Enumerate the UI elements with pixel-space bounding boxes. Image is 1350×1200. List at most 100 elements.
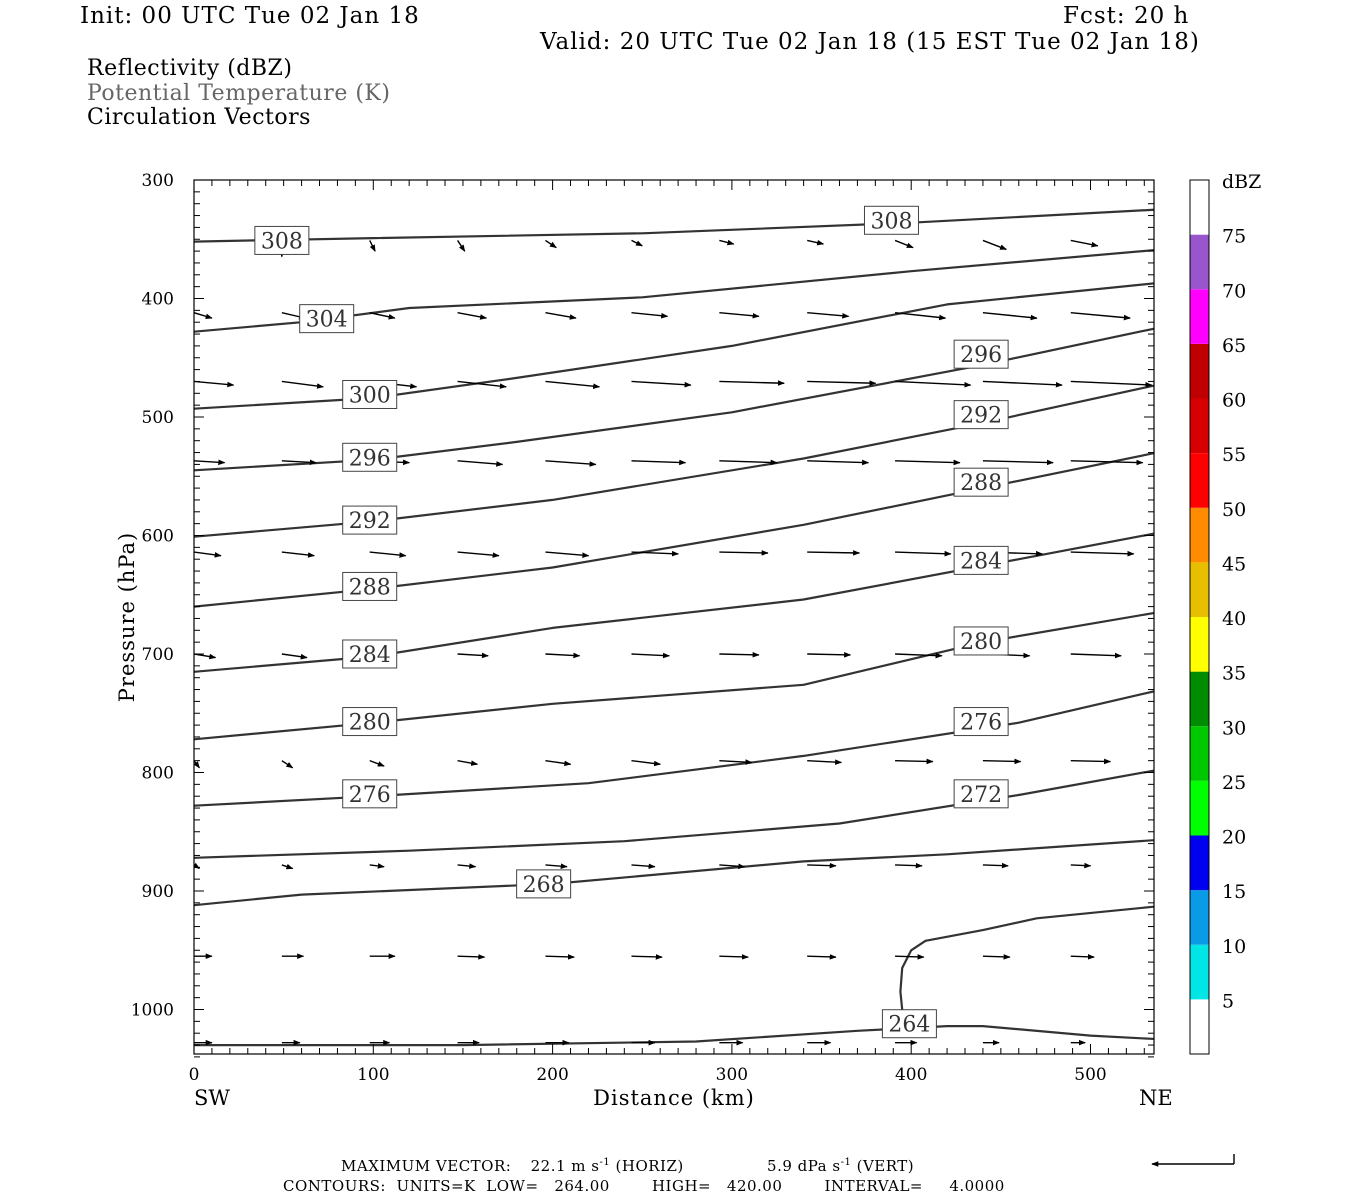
theta-label: 308 <box>261 229 303 254</box>
colorbar-band <box>1190 234 1209 290</box>
x-left-label: SW <box>194 1086 230 1110</box>
wind-vector <box>895 758 934 765</box>
x-tick-label: 0 <box>189 1065 200 1085</box>
y-tick-label: 1000 <box>131 1001 174 1021</box>
wind-vector <box>1070 862 1092 869</box>
wind-vector <box>895 380 972 388</box>
theta-label: 292 <box>349 509 391 534</box>
theta-label-box <box>342 571 398 601</box>
wind-vector <box>194 312 213 319</box>
horiz-exp: -1 <box>599 1157 611 1168</box>
colorbar: 5 10 15 20 25 30 35 40 45 50 55 60 65 70 75 dBZ <box>1189 171 1261 1055</box>
wind-vector <box>194 653 217 660</box>
theta-contours <box>194 208 1154 1047</box>
theta-contour-2 <box>194 282 1154 410</box>
theta-label: 308 <box>870 209 912 234</box>
wind-vector <box>369 759 385 767</box>
colorbar-label: 35 <box>1222 663 1246 685</box>
wind-vector <box>281 760 294 769</box>
colorbar-label: 40 <box>1222 608 1246 630</box>
wind-vector <box>895 652 943 659</box>
wind-vector <box>1070 239 1099 248</box>
theta-label: 264 <box>888 1013 930 1038</box>
wind-vector <box>545 551 590 558</box>
wind-vector <box>807 550 861 556</box>
theta-label: 276 <box>349 783 391 808</box>
forecast-hour: Fcst: 20 h <box>1063 3 1190 29</box>
wind-vector <box>1070 550 1135 557</box>
wind-vector <box>631 550 679 557</box>
wind-vector <box>545 954 575 960</box>
wind-vector <box>719 651 760 658</box>
wind-vector <box>982 239 1007 251</box>
wind-vector <box>807 759 843 765</box>
theta-label-box <box>254 225 310 255</box>
wind-vector <box>369 240 376 252</box>
wind-vector <box>982 862 1009 869</box>
theta-label-box <box>342 707 398 737</box>
wind-vector <box>545 652 581 659</box>
wind-vector <box>807 862 837 869</box>
y-tick-label: 600 <box>142 527 174 547</box>
theta-contour-1 <box>194 249 1154 333</box>
theta-label: 296 <box>960 343 1002 368</box>
theta-label-box <box>342 639 398 669</box>
colorbar-label: 15 <box>1222 881 1246 903</box>
horiz-value: 22.1 m s <box>530 1157 600 1175</box>
theta-label: 284 <box>960 549 1002 574</box>
x-tick-label: 400 <box>895 1065 927 1085</box>
wind-vector <box>1070 652 1122 659</box>
theta-contour-10 <box>194 839 1154 907</box>
wind-vector <box>807 954 837 960</box>
wind-vector <box>369 863 385 869</box>
wind-vector <box>545 460 597 467</box>
x-tick-label: 100 <box>357 1065 389 1085</box>
wind-vector <box>369 551 407 558</box>
wind-vector <box>631 652 670 659</box>
colorbar-label: 10 <box>1222 936 1246 958</box>
wind-vector <box>719 459 778 466</box>
vert-tag: (VERT) <box>856 1157 915 1175</box>
colorbar-band <box>1190 180 1209 235</box>
wind-vector <box>545 759 572 767</box>
wind-vector <box>631 759 661 767</box>
theta-contour-7 <box>194 611 1154 741</box>
colorbar-band <box>1190 343 1209 399</box>
init-time: Init: 00 UTC Tue 02 Jan 18 <box>80 3 420 29</box>
wind-vector <box>631 312 669 319</box>
plot-frame <box>193 179 1155 1055</box>
wind-vector <box>1070 312 1131 321</box>
colorbar-label: 55 <box>1222 444 1246 466</box>
wind-vector <box>457 460 504 467</box>
wind-vector <box>1070 954 1095 960</box>
theta-contour-8 <box>194 690 1154 807</box>
wind-vector <box>1070 758 1112 765</box>
wind-vector <box>281 863 294 870</box>
wind-vector <box>545 380 601 390</box>
colorbar-label: 70 <box>1222 280 1246 302</box>
theta-label: 268 <box>523 873 565 898</box>
theta-label: 280 <box>349 711 391 736</box>
colorbar-label: 25 <box>1222 772 1246 794</box>
wind-vector <box>194 862 200 870</box>
theta-label-box <box>953 626 1009 656</box>
wind-vector <box>631 380 692 388</box>
wind-vector <box>982 380 1063 388</box>
theta-label-box <box>342 779 398 809</box>
wind-vector <box>982 758 1022 765</box>
theta-label: 276 <box>960 711 1002 736</box>
wind-vector <box>457 312 488 320</box>
wind-vector <box>281 459 317 466</box>
theta-contour-0 <box>194 208 1154 243</box>
theta-label-box <box>342 379 398 409</box>
colorbar-label: 60 <box>1222 390 1246 412</box>
wind-vector <box>457 652 489 659</box>
theta-contour-11 <box>194 1025 1154 1047</box>
theta-label-box <box>299 304 355 334</box>
wind-vector <box>719 380 785 386</box>
plot-border <box>193 179 1155 1055</box>
y-tick-label: 400 <box>142 290 174 310</box>
theta-label-box <box>516 869 572 899</box>
x-right-label: NE <box>1139 1086 1173 1110</box>
